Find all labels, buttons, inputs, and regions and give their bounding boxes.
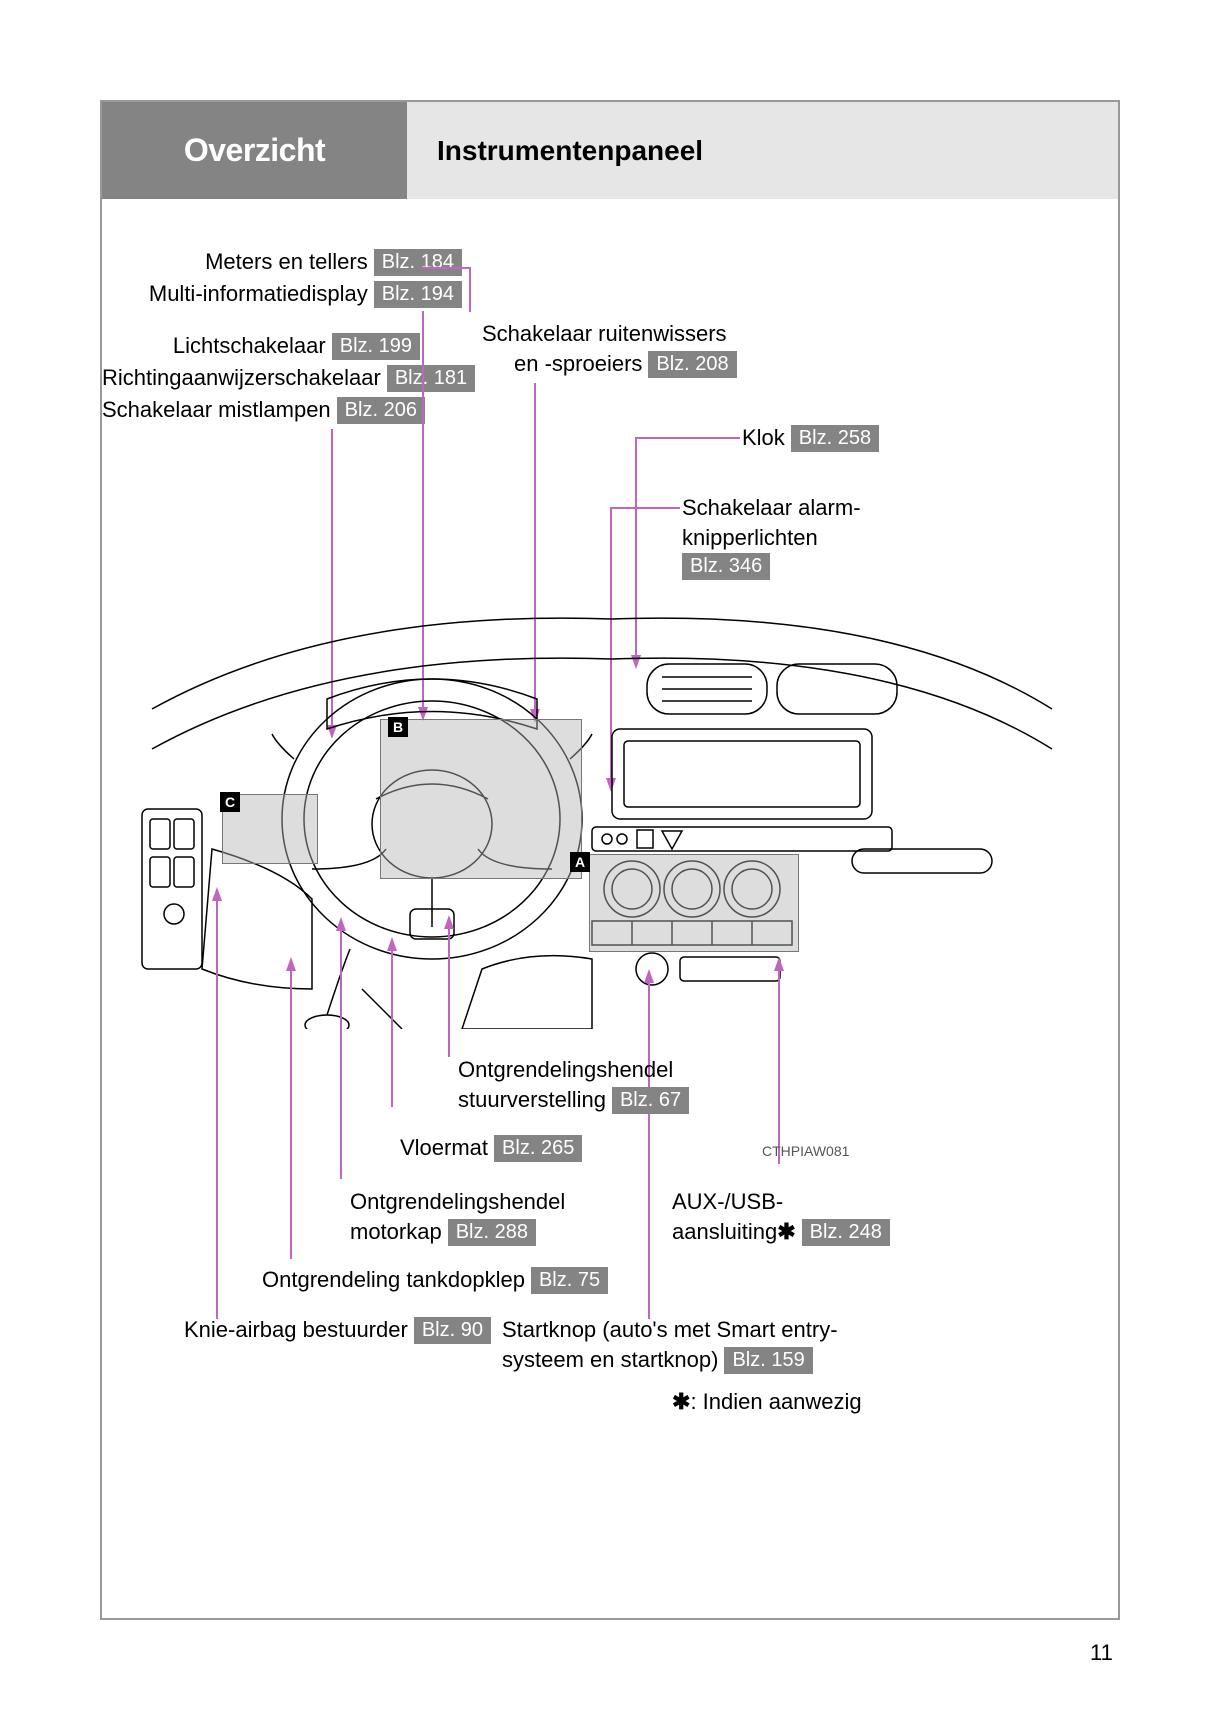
leader-knee-v	[216, 899, 218, 1319]
marker-a: A	[570, 852, 590, 872]
text-turn-signal: Richtingaanwijzerschakelaar	[102, 365, 381, 390]
marker-b: B	[388, 717, 408, 737]
badge-light-switch: Blz. 199	[332, 333, 420, 360]
label-footnote: ✱: Indien aanwezig	[672, 1389, 862, 1415]
text-hazard-2: knipperlichten	[682, 525, 818, 550]
header-section-title: Instrumentenpaneel	[437, 135, 703, 167]
page-frame: Overzicht Instrumentenpaneel Meters en t…	[100, 100, 1120, 1620]
label-hazard-1: Schakelaar alarm-	[682, 495, 861, 521]
text-start-1: Startknop (auto's met Smart entry-	[502, 1317, 838, 1342]
shaded-box-b	[380, 719, 582, 879]
label-knee: Knie-airbag bestuurderBlz. 90	[184, 1317, 491, 1344]
arrowhead-fuel	[286, 957, 296, 971]
header-tab-title: Overzicht	[184, 132, 325, 169]
page-number: 11	[1090, 1640, 1113, 1666]
badge-meters: Blz. 184	[374, 249, 462, 276]
leader-hood-v	[340, 929, 342, 1179]
text-aux-2: aansluiting	[672, 1219, 777, 1244]
text-footnote: : Indien aanwezig	[690, 1389, 861, 1414]
badge-fuel: Blz. 75	[531, 1267, 608, 1294]
leader-start-v	[648, 981, 650, 1319]
text-wipers-1: Schakelaar ruitenwissers	[482, 321, 727, 346]
badge-wipers: Blz. 208	[648, 351, 736, 378]
leader-aux-v	[778, 969, 780, 1164]
text-fog: Schakelaar mistlampen	[102, 397, 331, 422]
text-floormat: Vloermat	[400, 1135, 488, 1160]
badge-aux: Blz. 248	[802, 1219, 890, 1246]
label-hood-1: Ontgrendelingshendel	[350, 1189, 565, 1215]
leader-meters-v2	[469, 267, 471, 312]
leader-fuel-v	[290, 969, 292, 1259]
label-light-switch: LichtschakelaarBlz. 199	[102, 333, 420, 360]
text-steering-2: stuurverstelling	[458, 1087, 606, 1112]
text-hazard-1: Schakelaar alarm-	[682, 495, 861, 520]
label-steering-2: stuurverstellingBlz. 67	[458, 1087, 689, 1114]
badge-clock: Blz. 258	[791, 425, 879, 452]
header-section: Instrumentenpaneel	[407, 102, 1118, 199]
text-fuel: Ontgrendeling tankdopklep	[262, 1267, 525, 1292]
leader-floormat-v	[391, 949, 393, 1107]
arrowhead-steering	[444, 915, 454, 929]
badge-steering: Blz. 67	[612, 1087, 689, 1114]
label-wipers-2: en -sproeiersBlz. 208	[514, 351, 737, 378]
text-aux-1: AUX-/USB-	[672, 1189, 783, 1214]
label-clock: KlokBlz. 258	[742, 425, 879, 452]
label-fog: Schakelaar mistlampenBlz. 206	[102, 397, 420, 424]
text-hood-1: Ontgrendelingshendel	[350, 1189, 565, 1214]
content-area: Meters en tellersBlz. 184 Multi-informat…	[102, 199, 1118, 1618]
badge-floormat: Blz. 265	[494, 1135, 582, 1162]
label-floormat: VloermatBlz. 265	[400, 1135, 582, 1162]
marker-c: C	[220, 792, 240, 812]
arrowhead-start	[644, 969, 654, 983]
arrowhead-floormat	[387, 937, 397, 951]
arrowhead-knee	[212, 887, 222, 901]
text-aux-star: ✱	[777, 1219, 795, 1244]
text-footnote-star: ✱	[672, 1389, 690, 1414]
text-steering-1: Ontgrendelingshendel	[458, 1057, 673, 1082]
label-hood-2: motorkapBlz. 288	[350, 1219, 536, 1246]
label-hazard-2: knipperlichten	[682, 525, 818, 551]
leader-meters-h	[422, 267, 470, 269]
text-start-2: systeem en startknop)	[502, 1347, 718, 1372]
label-turn-signal: RichtingaanwijzerschakelaarBlz. 181	[102, 365, 420, 392]
label-aux-2: aansluiting✱ Blz. 248	[672, 1219, 890, 1246]
label-steering-1: Ontgrendelingshendel	[458, 1057, 673, 1083]
text-meters: Meters en tellers	[205, 249, 368, 274]
leader-hazard-h	[610, 507, 680, 509]
text-wipers-2: en -sproeiers	[514, 351, 642, 376]
leader-clock-h	[635, 437, 740, 439]
diagram-code: CTHPIAW081	[762, 1143, 849, 1159]
label-meters: Meters en tellersBlz. 184	[102, 249, 462, 276]
arrowhead-aux	[774, 957, 784, 971]
badge-turn-signal: Blz. 181	[387, 365, 475, 392]
header-tab: Overzicht	[102, 102, 407, 199]
arrowhead-hood	[336, 917, 346, 931]
label-fuel: Ontgrendeling tankdopklepBlz. 75	[262, 1267, 608, 1294]
text-hood-2: motorkap	[350, 1219, 442, 1244]
badge-hood: Blz. 288	[448, 1219, 536, 1246]
label-start-2: systeem en startknop)Blz. 159	[502, 1347, 813, 1374]
badge-fog: Blz. 206	[337, 397, 425, 424]
text-light-switch: Lichtschakelaar	[173, 333, 326, 358]
shaded-box-a	[589, 854, 799, 952]
label-wipers-1: Schakelaar ruitenwissers	[482, 321, 727, 347]
leader-steering-v	[448, 927, 450, 1057]
label-aux-1: AUX-/USB-	[672, 1189, 783, 1215]
badge-start: Blz. 159	[724, 1347, 812, 1374]
dashboard-diagram: A B C	[132, 569, 1092, 1029]
label-start-1: Startknop (auto's met Smart entry-	[502, 1317, 838, 1343]
text-multi-info: Multi-informatiedisplay	[149, 281, 368, 306]
text-knee: Knie-airbag bestuurder	[184, 1317, 408, 1342]
label-multi-info: Multi-informatiedisplayBlz. 194	[102, 281, 462, 308]
text-clock: Klok	[742, 425, 785, 450]
badge-multi-info: Blz. 194	[374, 281, 462, 308]
badge-knee: Blz. 90	[414, 1317, 491, 1344]
